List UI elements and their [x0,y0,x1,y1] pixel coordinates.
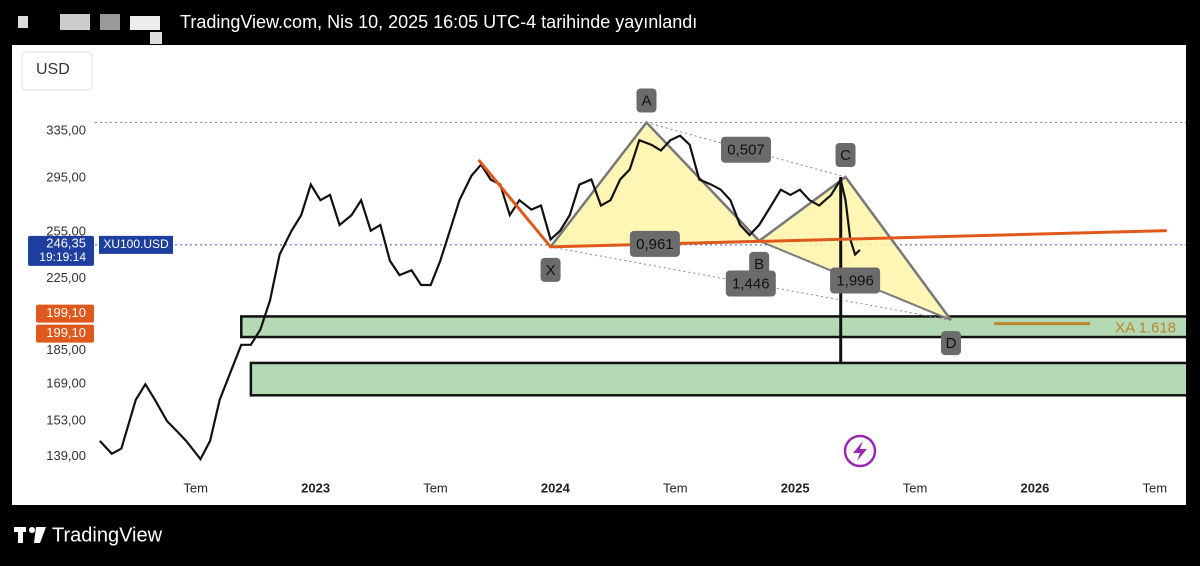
flash-icon [843,434,877,468]
ratio-label: 1,996 [836,272,874,289]
pattern-fill [759,176,952,321]
x-tick-label: Tem [903,480,928,495]
ratio-label: 1,446 [732,275,770,292]
trendline [477,158,1167,249]
price-tag-label: 199,10 [46,305,86,320]
point-label-box [941,331,962,356]
price-tag [36,304,94,323]
ratio-box [721,136,772,163]
level-label: XA 1.618 [1115,320,1176,337]
point-label-box [636,88,657,113]
price-tag [36,324,94,343]
y-tick-label: 255,00 [46,224,86,239]
y-tick-label: 185,00 [46,342,86,357]
point-label-box [540,257,561,282]
currency-box [21,51,93,91]
brand: TradingView [52,524,163,546]
x-tick-label: Tem [183,480,208,495]
y-tick-label: 153,00 [46,412,86,427]
ratio-box [725,270,776,297]
symbol: XU100.USD [103,237,169,251]
y-tick-label: 139,00 [46,448,86,463]
ratio-label: 0,961 [636,236,674,253]
x-tick-label: Tem [1143,480,1168,495]
plot-area [95,120,1186,462]
price-tag-label: 199,10 [46,325,86,340]
point-label-box [835,142,856,167]
zone [240,315,1186,339]
point-label: B [754,256,764,273]
point-label: D [946,335,957,352]
point-label: X [546,262,556,279]
blurred-avatar [18,14,162,44]
price-tag [28,235,94,266]
point-label: C [840,147,851,164]
pattern-fill [550,122,760,247]
ratio-box [629,230,680,257]
x-tick-label: Tem [423,480,448,495]
brand-logo [14,527,46,543]
symbol-tag [99,235,173,254]
ratio-line [646,122,846,178]
y-tick-label: 169,00 [46,376,86,391]
point-label-box [749,251,770,276]
header-title: TradingView.com, Nis 10, 2025 16:05 UTC-… [180,12,697,32]
ratio-label: 0,507 [727,142,765,159]
x-tick-label: 2023 [301,480,330,495]
countdown: 19:19:14 [39,250,86,264]
x-tick-label: 2025 [781,480,810,495]
currency: USD [36,61,70,78]
last-price: 246,35 [46,235,86,250]
x-tick-label: 2024 [541,480,571,495]
y-tick-label: 225,00 [46,270,86,285]
point-label: A [641,92,651,109]
ratio-box [830,267,881,294]
x-tick-label: Tem [663,480,688,495]
zone [249,361,1186,397]
y-tick-label: 295,00 [46,170,86,185]
chart-panel [12,45,1186,505]
y-tick-label: 335,00 [46,123,86,138]
x-tick-label: 2026 [1020,480,1049,495]
